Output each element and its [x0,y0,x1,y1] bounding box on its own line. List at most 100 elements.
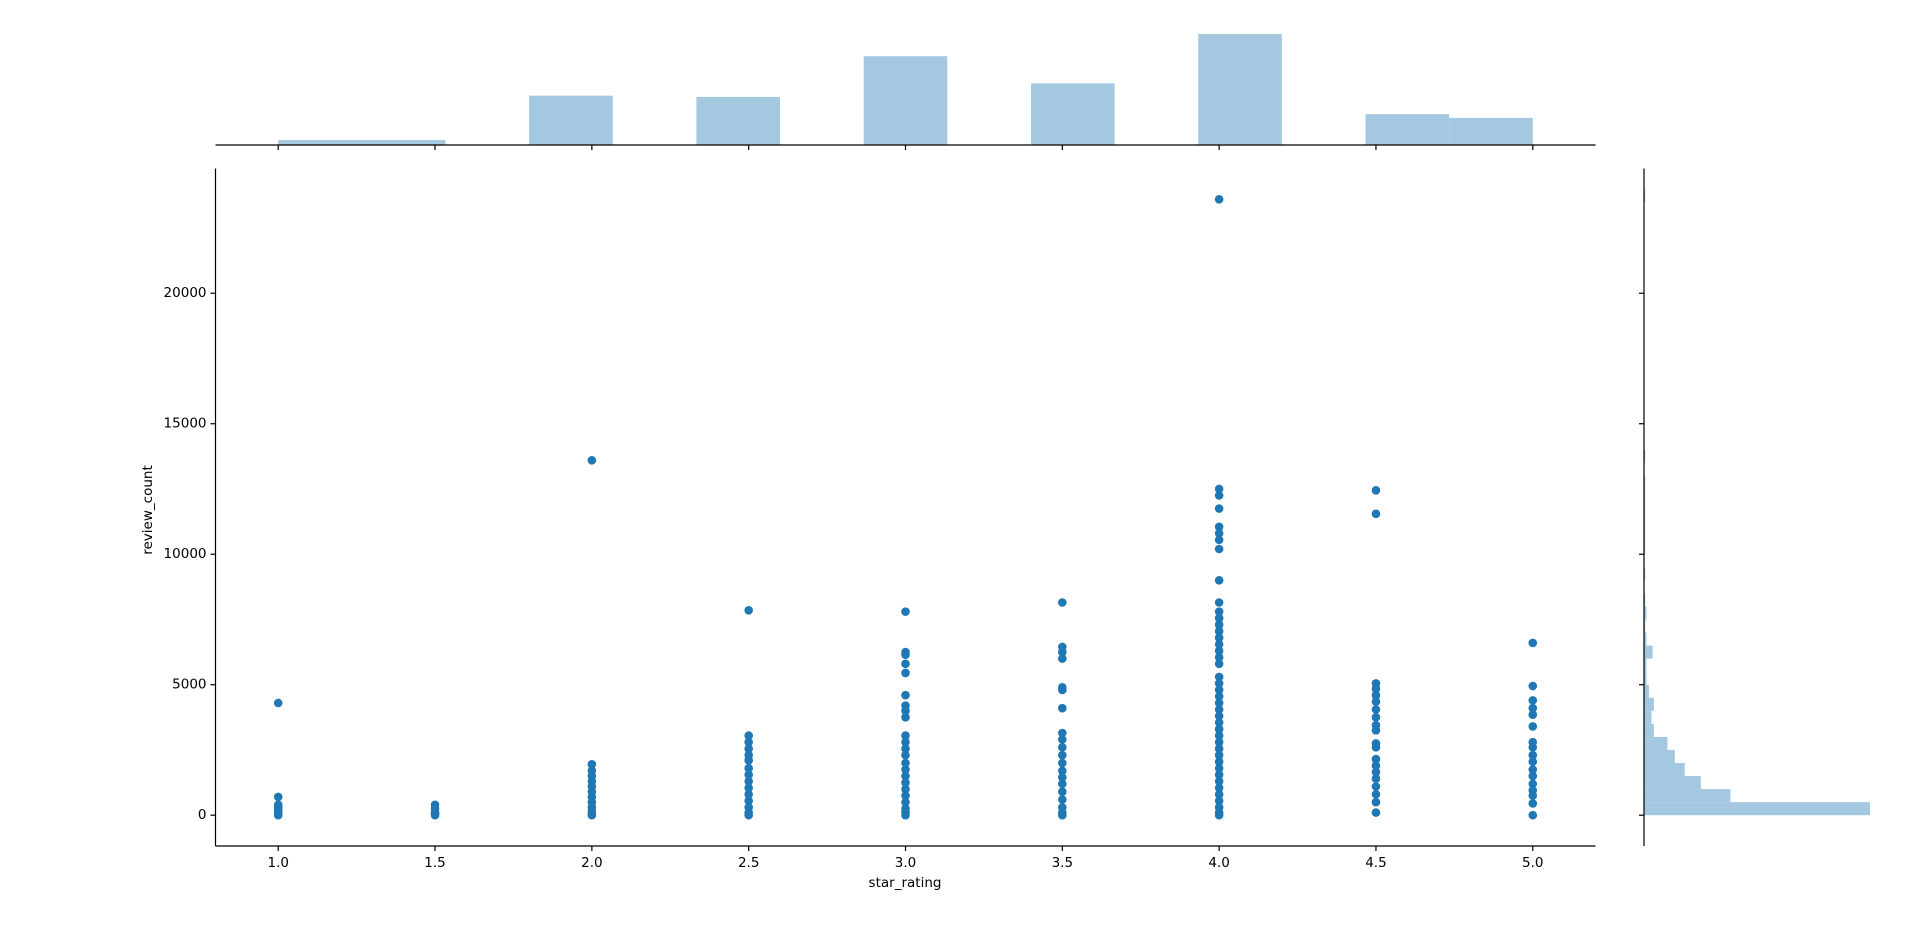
point [1214,504,1224,513]
point [1371,684,1381,693]
point [1058,787,1067,797]
x-tick-label: 1.5 [424,855,445,871]
point [1371,797,1381,807]
point [1214,763,1224,773]
point [1058,654,1067,663]
point [901,758,910,768]
hist-bar [1644,488,1646,503]
x-tick-label: 2.0 [581,855,602,871]
hist-bar [1644,541,1646,555]
point [744,783,753,793]
point [1528,743,1538,752]
point [1058,779,1067,789]
point [1214,679,1224,688]
point [1214,810,1224,820]
point [1214,737,1224,747]
hist-bar [361,140,446,145]
point [1214,491,1224,500]
hist-bar [1644,449,1646,463]
point [1528,757,1538,767]
hist-bar [1644,684,1649,698]
x-tick-label: 5.0 [1522,855,1543,871]
hist-bar [1449,117,1533,145]
point [1371,509,1381,519]
hist-bar [1644,802,1870,816]
hist-bar [1644,188,1646,202]
hist-bar [1644,619,1646,633]
hist-bar [1644,658,1647,672]
point [1214,711,1224,721]
point [1214,776,1224,786]
point [744,756,753,765]
point [1528,791,1538,800]
hist-bar [1198,34,1282,145]
point [1214,535,1224,545]
hist-bar [1644,632,1647,646]
point [744,763,753,773]
hist-bar [1644,502,1646,516]
point [1528,765,1538,774]
point [430,810,440,820]
point [1214,705,1224,714]
point [901,771,910,781]
point [587,810,597,820]
point [1214,529,1224,538]
point [1214,620,1224,629]
point [901,690,910,700]
hist-bar [1644,475,1646,489]
hist-bar [1644,515,1646,529]
point [901,713,910,722]
point [1058,598,1067,607]
hist-bar [1644,723,1654,737]
point [1214,698,1224,708]
point [1214,646,1224,656]
point [1214,484,1224,494]
hist-bar [529,95,613,145]
point [1371,790,1381,799]
hist-bar [1644,671,1647,685]
point [901,750,910,760]
point [901,650,910,660]
point [1528,696,1538,705]
point [744,810,753,820]
point [1214,194,1224,204]
point [1058,647,1067,657]
x-tick-label: 2.5 [738,855,759,871]
hist-bar [1644,776,1701,790]
point [1371,774,1381,783]
hist-bar [1644,606,1647,620]
point [1058,758,1067,768]
point [744,731,753,740]
hist-bar [1030,83,1115,145]
point [1214,639,1224,649]
point [744,606,753,615]
point [1528,771,1538,781]
point [1214,790,1224,799]
x-tick-label: 4.0 [1208,855,1229,871]
point [1058,795,1067,804]
point [1058,766,1067,776]
hist-bar [1365,114,1450,145]
point [1528,722,1538,731]
point [1371,485,1381,495]
point [1058,750,1067,760]
hist-bar [1644,528,1646,542]
point [744,737,753,747]
point [273,810,283,820]
y-tick-label: 10000 [164,546,207,562]
point [901,784,910,794]
point [1214,744,1224,753]
point [1371,808,1381,817]
point [1214,626,1224,636]
y-tick-label: 15000 [164,416,207,432]
hist-bar [1644,645,1653,659]
point [901,765,910,774]
hist-bar [1644,697,1654,711]
point [1528,750,1538,760]
point [1058,743,1067,752]
point [1528,638,1538,648]
point [1214,522,1224,532]
point [901,810,910,820]
hist-bar [1644,789,1731,803]
